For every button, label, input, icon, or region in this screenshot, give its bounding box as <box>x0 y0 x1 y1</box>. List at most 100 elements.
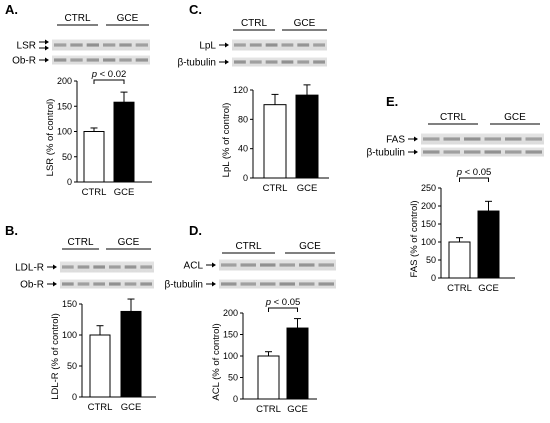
y-tick-label: 0 <box>67 177 72 187</box>
bar-ctrl <box>89 334 111 398</box>
blot-strip <box>232 57 327 67</box>
blot-band <box>221 263 237 267</box>
blot-band <box>443 137 460 141</box>
p-value-label: p < 0.05 <box>456 167 492 178</box>
blot-band <box>109 282 121 286</box>
blot-band <box>313 43 325 47</box>
blot-band <box>265 43 278 47</box>
blot-row-label: LDL-R <box>15 263 44 274</box>
y-tick-label: 150 <box>223 330 238 340</box>
blot-strip <box>421 147 544 157</box>
blot-band <box>119 43 132 47</box>
y-axis-label: ACL (% of control) <box>211 323 222 400</box>
blot-row-label: β-tubulin <box>366 148 405 159</box>
arrow-head-icon <box>45 45 49 51</box>
blot-band <box>109 265 121 269</box>
blot-band <box>54 43 67 47</box>
y-tick-label: 250 <box>421 183 436 193</box>
blot-band <box>484 137 501 141</box>
blot-band <box>93 282 105 286</box>
blot-row-label: β-tubulin <box>164 280 203 291</box>
blot-band <box>103 43 116 47</box>
blot-band <box>140 265 152 269</box>
y-tick-label: 0 <box>72 392 77 402</box>
y-tick-label: 40 <box>238 144 248 154</box>
blot-band <box>221 282 237 286</box>
blot-band <box>318 282 334 286</box>
blot-row-label: Ob-R <box>12 56 36 67</box>
bar-gce <box>477 210 500 279</box>
blot-band <box>119 58 132 62</box>
blot-strip <box>52 39 150 51</box>
blot-band <box>260 263 276 267</box>
group-label-gce: GCE <box>117 13 139 24</box>
y-tick-label: 50 <box>228 373 238 383</box>
significance-bracket <box>93 79 125 84</box>
panel-a: A. CTRL GCE LSR Ob-R 0 50 100 150 200 LSR (% of co… <box>5 2 152 198</box>
y-axis-label: LSR (% of control) <box>45 99 56 177</box>
blot-row-label: LpL <box>199 41 216 52</box>
blot-band <box>464 150 481 154</box>
blot-strip <box>232 39 327 51</box>
arrow-head-icon <box>53 281 57 287</box>
panel-c-label: C. <box>189 2 202 17</box>
significance-bracket <box>459 177 489 182</box>
group-label-gce: GCE <box>504 112 526 123</box>
blot-band <box>86 43 99 47</box>
blot-band <box>234 43 246 47</box>
blot-band <box>525 150 542 154</box>
blot-strip <box>60 279 154 289</box>
blot-band <box>313 60 325 64</box>
blot-band <box>464 137 481 141</box>
bar-gce <box>286 327 309 400</box>
blot-band <box>124 265 137 269</box>
blot-row-label: Ob-R <box>20 280 44 291</box>
blot-band <box>297 43 310 47</box>
y-tick-label: 150 <box>62 299 77 309</box>
blot-band <box>70 43 83 47</box>
blot-band <box>281 60 294 64</box>
bar-ctrl <box>263 104 287 179</box>
y-axis-label: LpL (% of control) <box>221 103 232 178</box>
blot-band <box>249 43 262 47</box>
x-category-label: CTRL <box>256 404 281 415</box>
y-tick-label: 200 <box>421 201 436 211</box>
y-tick-label: 50 <box>62 152 72 162</box>
bar-gce <box>120 310 142 398</box>
p-value-label: p < 0.05 <box>265 297 301 308</box>
blot-band <box>279 282 295 286</box>
blot-row-label: LSR <box>17 41 36 52</box>
x-category-label: CTRL <box>447 283 472 294</box>
blot-band <box>124 282 137 286</box>
blot-band <box>62 265 74 269</box>
group-label-gce: GCE <box>299 241 321 252</box>
blot-band <box>299 282 315 286</box>
blot-band <box>77 282 90 286</box>
arrow-head-icon <box>225 42 229 48</box>
blot-band <box>525 137 542 141</box>
blot-band <box>140 282 152 286</box>
arrow-head-icon <box>45 57 49 63</box>
blot-band <box>240 263 256 267</box>
y-tick-label: 0 <box>243 173 248 183</box>
y-axis-label: FAS (% of control) <box>409 200 420 277</box>
blot-band <box>70 58 83 62</box>
blot-band <box>505 150 522 154</box>
blot-band <box>423 150 440 154</box>
y-tick-label: 0 <box>431 273 436 283</box>
panel-b-label: B. <box>5 223 18 238</box>
panel-e-label: E. <box>386 94 398 109</box>
x-category-label: GCE <box>297 183 318 194</box>
x-category-label: CTRL <box>263 183 288 194</box>
blot-band <box>62 282 74 286</box>
blot-band <box>93 265 105 269</box>
group-label-ctrl: CTRL <box>64 13 91 24</box>
bar-ctrl <box>83 131 105 183</box>
blot-band <box>54 58 67 62</box>
blot-band <box>260 282 276 286</box>
group-label-ctrl: CTRL <box>67 237 94 248</box>
y-tick-label: 200 <box>223 308 238 318</box>
group-label-gce: GCE <box>294 18 316 29</box>
